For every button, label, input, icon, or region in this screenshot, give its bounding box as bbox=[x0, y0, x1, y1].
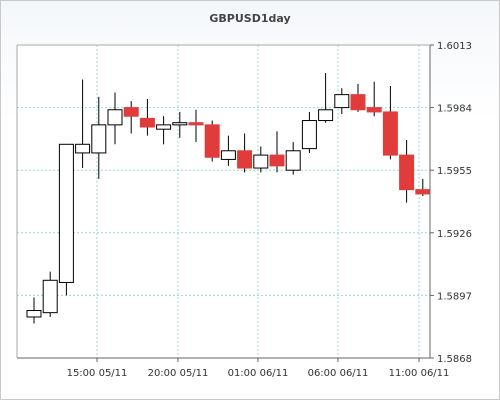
x-tick-label: 06:00 06/11 bbox=[308, 368, 369, 379]
candle bbox=[269, 131, 285, 173]
candle bbox=[107, 92, 123, 145]
candle-body-up bbox=[318, 109, 334, 122]
candle bbox=[253, 146, 269, 173]
candle bbox=[188, 109, 204, 143]
candle-body-up bbox=[253, 154, 269, 169]
candle-body-up bbox=[58, 143, 74, 283]
candle-body-up bbox=[334, 94, 350, 109]
y-axis-labels: 1.6013 1.5984 1.5955 1.5926 1.5897 1.5868 bbox=[437, 41, 472, 365]
candle-body-up bbox=[172, 122, 188, 126]
y-tick-label: 1.5984 bbox=[437, 104, 472, 115]
candles bbox=[26, 73, 431, 324]
candle bbox=[334, 88, 350, 115]
candle-body-down bbox=[188, 122, 204, 126]
candle-body-down bbox=[204, 124, 220, 158]
candle bbox=[350, 83, 366, 112]
candle bbox=[42, 271, 58, 317]
candle bbox=[220, 135, 236, 166]
candle bbox=[58, 143, 74, 296]
candle-body-down bbox=[123, 107, 139, 117]
candle bbox=[75, 79, 91, 169]
candle-body-down bbox=[415, 189, 431, 195]
candle bbox=[26, 297, 42, 324]
candle bbox=[382, 86, 398, 160]
x-tick-label: 15:00 05/11 bbox=[67, 368, 128, 379]
candle-body-down bbox=[139, 117, 155, 128]
candle bbox=[237, 133, 253, 173]
candle-body-up bbox=[75, 143, 91, 154]
candle bbox=[172, 111, 188, 138]
candle-body-up bbox=[285, 150, 301, 171]
y-tick-label: 1.5926 bbox=[437, 229, 472, 240]
x-tick-label: 20:00 05/11 bbox=[148, 368, 209, 379]
candle bbox=[156, 116, 172, 145]
y-tick-label: 1.5868 bbox=[437, 354, 472, 365]
candle-body-up bbox=[42, 279, 58, 314]
candle bbox=[301, 111, 317, 153]
candle bbox=[399, 139, 415, 203]
candle bbox=[366, 81, 382, 117]
candle bbox=[318, 73, 334, 123]
candle-body-up bbox=[156, 124, 172, 130]
x-axis-labels: 15:00 05/11 20:00 05/11 01:00 06/11 06:00 0… bbox=[67, 368, 450, 379]
chart-title: GBPUSD1day bbox=[209, 12, 291, 25]
candle-body-down bbox=[237, 150, 253, 169]
x-tick-label: 11:00 06/11 bbox=[389, 368, 450, 379]
candle bbox=[139, 98, 155, 136]
candle bbox=[91, 96, 107, 179]
candle-body-up bbox=[301, 120, 317, 150]
y-tick-label: 1.5955 bbox=[437, 166, 472, 177]
candle-body-down bbox=[366, 107, 382, 113]
candle-body-up bbox=[26, 310, 42, 318]
candle-body-down bbox=[382, 111, 398, 156]
candle-body-up bbox=[107, 109, 123, 126]
candle-body-up bbox=[91, 124, 107, 154]
candle-body-down bbox=[350, 94, 366, 111]
candle bbox=[204, 120, 220, 162]
candle-body-down bbox=[269, 154, 285, 167]
candle-body-up bbox=[220, 150, 236, 160]
candle-body-down bbox=[399, 154, 415, 191]
candle bbox=[123, 101, 139, 134]
candle bbox=[285, 142, 301, 175]
y-tick-label: 1.5897 bbox=[437, 291, 472, 302]
plot-area bbox=[17, 45, 430, 358]
x-tick-label: 01:00 06/11 bbox=[228, 368, 289, 379]
axes bbox=[16, 44, 434, 362]
y-tick-label: 1.6013 bbox=[437, 41, 472, 52]
